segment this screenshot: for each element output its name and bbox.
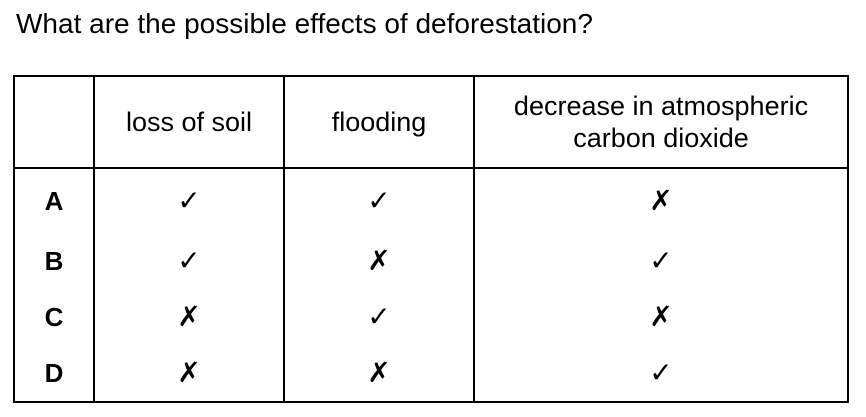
mark-cell: ✗ [93,289,285,345]
mark-cell: ✓ [473,345,849,403]
mark-cell: ✓ [93,233,285,289]
cross-icon: ✗ [367,356,391,389]
header-loss-of-soil: loss of soil [93,75,285,169]
cross-icon: ✗ [649,184,673,217]
mark-cell: ✓ [283,289,475,345]
question-text: What are the possible effects of defores… [16,8,593,39]
table-row: C ✗ ✓ ✗ [13,289,849,345]
row-label-c: C [13,289,95,345]
row-label-b: B [13,233,95,289]
check-icon: ✓ [649,356,673,389]
header-decrease-co2: decrease in atmospheric carbon dioxide [473,75,849,169]
table-row: A ✓ ✓ ✗ [13,168,849,233]
mark-cell: ✗ [283,233,475,289]
check-icon: ✓ [649,244,673,277]
cross-icon: ✗ [649,300,673,333]
mark-cell: ✗ [283,345,475,403]
check-icon: ✓ [367,184,391,217]
header-row: loss of soil flooding decrease in atmosp… [13,75,849,169]
check-icon: ✓ [367,300,391,333]
mark-cell: ✗ [93,345,285,403]
header-flooding: flooding [283,75,475,169]
cross-icon: ✗ [177,300,201,333]
cross-icon: ✗ [177,356,201,389]
mark-cell: ✓ [283,168,475,233]
mark-cell: ✓ [473,233,849,289]
mark-cell: ✓ [93,168,285,233]
check-icon: ✓ [177,244,201,277]
table-row: D ✗ ✗ ✓ [13,345,849,403]
check-icon: ✓ [177,184,201,217]
mark-cell: ✗ [473,289,849,345]
table-row: B ✓ ✗ ✓ [13,233,849,289]
options-table: loss of soil flooding decrease in atmosp… [13,75,849,403]
row-label-d: D [13,345,95,403]
row-label-a: A [13,168,95,233]
header-corner-cell [13,75,95,169]
mark-cell: ✗ [473,168,849,233]
cross-icon: ✗ [367,244,391,277]
